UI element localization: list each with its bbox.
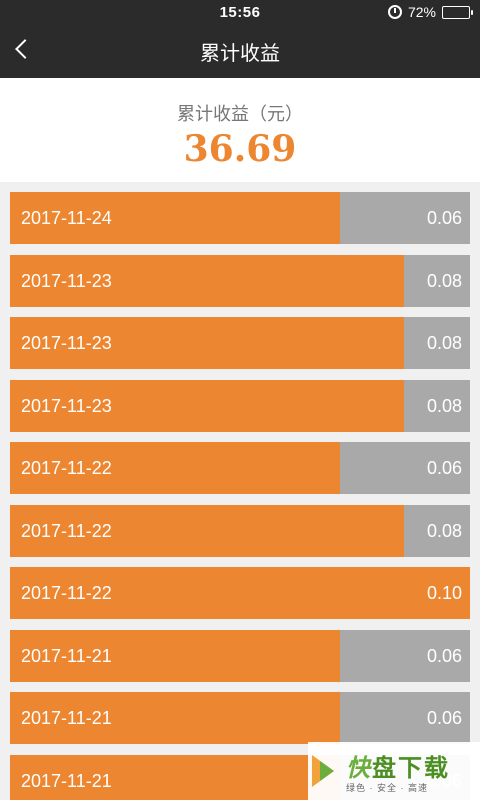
status-time: 15:56	[219, 3, 261, 21]
watermark-text: 快盘下载 绿色 · 安全 · 高速	[346, 748, 450, 794]
battery-percent: 72%	[407, 4, 436, 20]
list-item[interactable]: 2017-11-23 0.08	[10, 317, 470, 369]
row-date: 2017-11-21	[21, 645, 112, 666]
nav-bar: 累计收益	[0, 24, 480, 78]
list-item[interactable]: 2017-11-22 0.06	[10, 442, 470, 494]
list-item[interactable]: 2017-11-24 0.06	[10, 192, 470, 244]
list-item[interactable]: 2017-11-21 0.06	[10, 692, 470, 744]
watermark-tagline: 绿色 · 安全 · 高速	[346, 783, 428, 793]
progress-fill	[10, 754, 340, 800]
progress-fill	[10, 629, 340, 682]
progress-fill	[10, 504, 404, 557]
row-value: 0.08	[426, 395, 462, 416]
row-date: 2017-11-21	[21, 770, 112, 791]
brand-logo-icon	[312, 753, 342, 789]
row-date: 2017-11-23	[21, 333, 112, 353]
list-item[interactable]: 2017-11-23 0.08	[10, 379, 470, 432]
row-date: 2017-11-23	[21, 395, 112, 416]
alarm-clock-icon	[387, 5, 402, 19]
progress-fill	[10, 317, 404, 369]
row-date: 2017-11-21	[21, 708, 112, 728]
chevron-left-icon[interactable]	[15, 39, 35, 59]
watermark: 快盘下载 绿色 · 安全 · 高速	[308, 742, 480, 800]
row-date: 2017-11-22	[21, 583, 112, 603]
row-date: 2017-11-23	[21, 270, 112, 291]
list-item[interactable]: 2017-11-22 0.08	[10, 504, 470, 557]
progress-fill	[10, 442, 340, 494]
progress-fill	[10, 379, 404, 432]
row-value: 0.10	[426, 583, 462, 603]
row-value: 0.06	[426, 645, 462, 666]
row-value: 0.06	[426, 458, 462, 478]
status-bar: 15:56 72%	[0, 0, 480, 24]
list-item[interactable]: 2017-11-21 0.06	[10, 629, 470, 682]
summary-amount: 36.69	[183, 128, 297, 170]
progress-fill	[10, 254, 404, 307]
page-title: 累计收益	[200, 42, 280, 65]
row-value: 0.06	[426, 708, 462, 728]
row-value: 0.08	[426, 520, 462, 541]
earnings-summary: 累计收益（元） 36.69	[0, 78, 480, 182]
progress-fill	[10, 692, 340, 744]
row-date: 2017-11-22	[21, 520, 112, 541]
progress-fill	[10, 567, 470, 619]
progress-fill	[10, 192, 340, 244]
watermark-brand: 快盘下载	[346, 754, 450, 782]
row-value: 0.08	[426, 333, 462, 353]
row-date: 2017-11-24	[21, 208, 112, 228]
list-item[interactable]: 2017-11-23 0.08	[10, 254, 470, 307]
list-item[interactable]: 2017-11-22 0.10	[10, 567, 470, 619]
status-right: 72%	[387, 0, 473, 24]
battery-icon	[442, 5, 473, 19]
row-value: 0.08	[426, 270, 462, 291]
summary-label: 累计收益（元）	[177, 104, 303, 124]
row-date: 2017-11-22	[21, 458, 112, 478]
earnings-list: 2017-11-24 0.06 2017-11-23 0.08 2017-11-23 0.…	[10, 192, 470, 800]
row-value: 0.06	[426, 208, 462, 228]
